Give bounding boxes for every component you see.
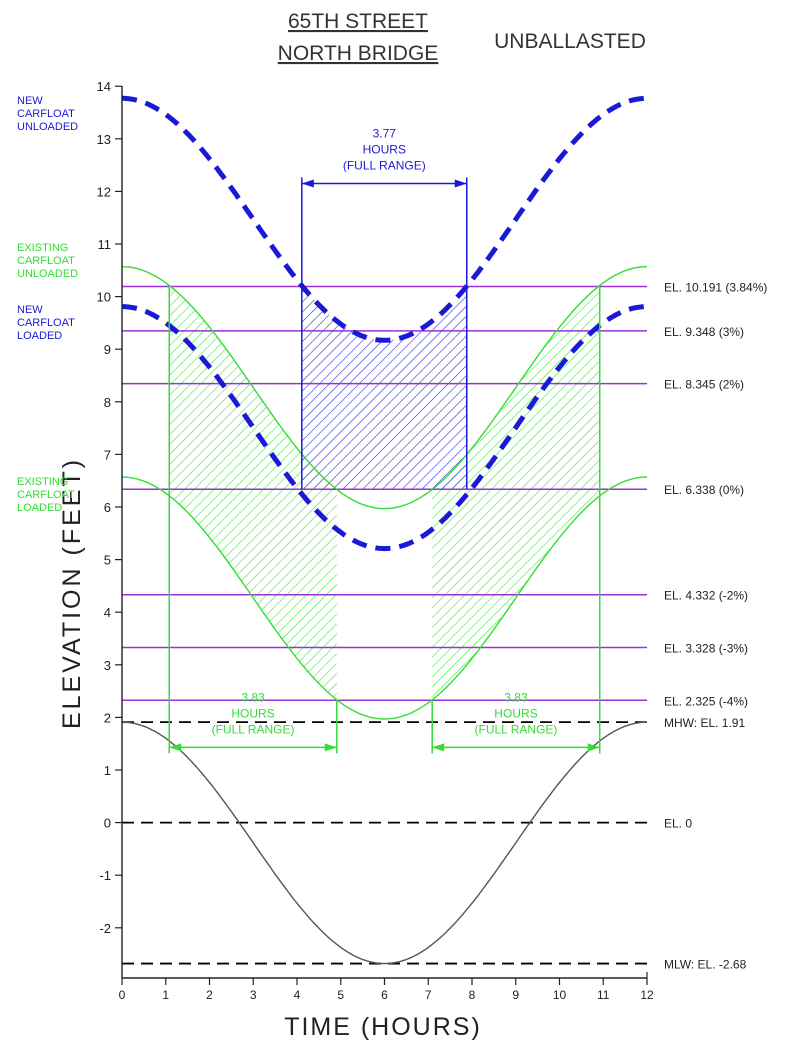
x-tick-label-3: 3 [250, 988, 257, 1002]
annotation-arrow-right-1 [324, 743, 337, 752]
annotation-text-0-1: HOURS [363, 143, 406, 157]
y-tick-label-6: 8 [104, 395, 111, 410]
x-tick-label-12: 12 [640, 988, 654, 1002]
x-tick-label-7: 7 [425, 988, 432, 1002]
reference-label-9: MLW: EL. -2.68 [664, 958, 747, 972]
annotation-text-2-1: HOURS [494, 706, 537, 720]
x-tick-label-0: 0 [119, 988, 126, 1002]
x-tick-label-2: 2 [206, 988, 213, 1002]
reference-label-8: EL. 0 [664, 817, 692, 831]
annotation-text-0-2: (FULL RANGE) [343, 159, 426, 173]
curve-label-0-1: CARFLOAT [17, 108, 75, 120]
x-tick-label-8: 8 [469, 988, 476, 1002]
chart-title-line2: NORTH BRIDGE [278, 42, 439, 65]
curve-label-1-1: CARFLOAT [17, 317, 75, 329]
series-tide [121, 721, 648, 965]
range-annotations: 3.77 HOURS (FULL RANGE) 3.83 HOURS (FULL RANG… [168, 127, 601, 754]
curve-label-3-1: CARFLOAT [17, 489, 75, 501]
annotation-arrow-left-1 [169, 743, 182, 752]
annotation-text-2-0: 3.83 [504, 690, 528, 704]
y-tick-label-15: -1 [99, 868, 111, 883]
curve-label-0-2: UNLOADED [17, 121, 78, 133]
x-tick-label-5: 5 [337, 988, 344, 1002]
curve-label-2-0: EXISTING [17, 242, 68, 254]
annotation-text-1-2: (FULL RANGE) [212, 722, 295, 736]
series-existing-carfloat-loaded [121, 476, 648, 720]
shaded-region-1-0 [301, 286, 467, 490]
curve-label-2-2: UNLOADED [17, 268, 78, 280]
shaded-regions [169, 286, 600, 700]
annotation-arrow-left-2 [432, 743, 445, 752]
series-new-carfloat-unloaded [122, 95, 647, 343]
y-tick-label-4: 10 [97, 290, 111, 305]
x-tick-label-9: 9 [512, 988, 519, 1002]
annotation-arrow-right-0 [454, 179, 467, 188]
x-tick-label-6: 6 [381, 988, 388, 1002]
reference-label-4: EL. 4.332 (-2%) [664, 589, 748, 603]
x-tick-label-1: 1 [162, 988, 169, 1002]
curve-label-3-0: EXISTING [17, 476, 68, 488]
y-tick-label-1: 13 [97, 132, 111, 147]
y-tick-label-7: 7 [104, 447, 111, 462]
curve-label-1-0: NEW [17, 304, 43, 316]
y-tick-label-9: 5 [104, 553, 111, 568]
x-tick-label-10: 10 [553, 988, 567, 1002]
curve-label-3-2: LOADED [17, 502, 62, 514]
annotation-text-2-2: (FULL RANGE) [475, 722, 558, 736]
y-tick-label-11: 3 [104, 658, 111, 673]
x-tick-label-4: 4 [294, 988, 301, 1002]
reference-label-2: EL. 8.345 (2%) [664, 378, 744, 392]
reference-label-3: EL. 6.338 (0%) [664, 483, 744, 497]
y-tick-label-14: 0 [104, 816, 111, 831]
y-tick-label-10: 4 [104, 605, 111, 620]
y-axis-label: ELEVATION (FEET) [58, 457, 86, 729]
reference-label-0: EL. 10.191 (3.84%) [664, 281, 767, 295]
series-curves [121, 95, 648, 965]
y-tick-label-12: 2 [104, 710, 111, 725]
annotation-arrow-right-2 [587, 743, 600, 752]
curve-label-1-2: LOADED [17, 330, 62, 342]
y-tick-label-2: 12 [97, 184, 111, 199]
annotation-text-0-0: 3.77 [373, 127, 397, 141]
annotation-text-1-0: 3.83 [241, 690, 265, 704]
curve-labels: NEWCARFLOATUNLOADEDNEWCARFLOATLOADEDEXIS… [17, 95, 78, 514]
x-axis-label: TIME (HOURS) [284, 1013, 482, 1041]
y-tick-label-13: 1 [104, 763, 111, 778]
annotation-text-1-1: HOURS [231, 706, 274, 720]
reference-label-1: EL. 9.348 (3%) [664, 325, 744, 339]
reference-lines: EL. 10.191 (3.84%) EL. 9.348 (3%) EL. 8.34… [122, 281, 767, 972]
chart-title-line1: 65TH STREET [288, 10, 428, 33]
x-tick-label-11: 11 [597, 988, 610, 1002]
reference-label-5: EL. 3.328 (-3%) [664, 642, 748, 656]
y-tick-label-5: 9 [104, 342, 111, 357]
y-tick-label-0: 14 [97, 79, 111, 94]
shaded-region-0-1 [432, 286, 600, 700]
curve-label-2-1: CARFLOAT [17, 255, 75, 267]
series-existing-carfloat-unloaded [121, 265, 648, 510]
reference-label-6: EL. 2.325 (-4%) [664, 694, 748, 708]
annotation-arrow-left-0 [301, 179, 314, 188]
curve-label-0-0: NEW [17, 95, 43, 107]
y-tick-label-8: 6 [104, 500, 111, 515]
chart-subtitle: UNBALLASTED [494, 30, 646, 53]
y-tick-label-16: -2 [99, 921, 111, 936]
series-new-carfloat-loaded [122, 304, 647, 552]
y-tick-label-3: 11 [98, 237, 112, 252]
shaded-region-0-0 [169, 286, 337, 700]
reference-label-7: MHW: EL. 1.91 [664, 716, 745, 730]
